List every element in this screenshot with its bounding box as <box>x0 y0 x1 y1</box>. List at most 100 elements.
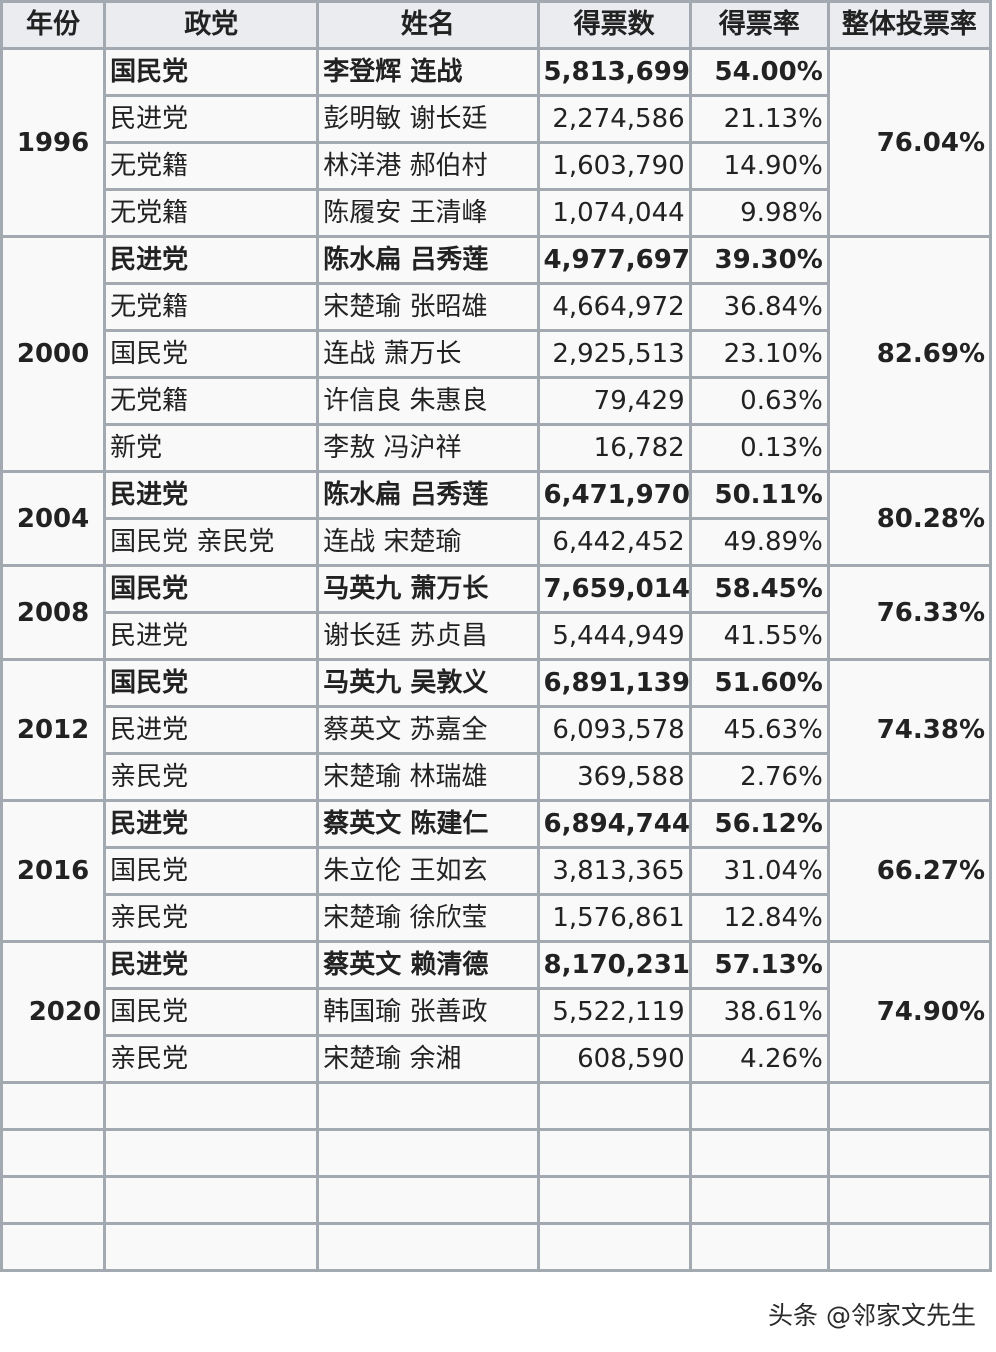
vote-share-cell: 14.90% <box>688 141 830 191</box>
table-row: 亲民党 宋楚瑜 余湘 608,590 4.26% <box>2 1034 991 1084</box>
candidate-cell: 李敖 冯沪祥 <box>316 423 540 473</box>
table-row: 国民党 亲民党 连战 宋楚瑜 6,442,452 49.89% <box>2 517 991 567</box>
table-body: 1996 国民党 李登辉 连战 5,813,699 54.00% 76.04% 民进党 彭明敏… <box>0 47 993 1272</box>
empty-row <box>0 1128 993 1178</box>
party-cell: 无党籍 <box>103 188 320 238</box>
vote-share-cell: 23.10% <box>688 329 830 379</box>
vote-share-cell: 31.04% <box>688 846 830 896</box>
year-cell: 2016 <box>0 799 107 943</box>
empty-cell <box>0 1081 107 1131</box>
vote-share-cell: 51.60% <box>688 658 830 708</box>
vote-share-cell: 57.13% <box>688 940 830 990</box>
header-vote-share[interactable]: 得票率 <box>688 0 830 50</box>
votes-cell: 5,813,699 <box>536 47 692 97</box>
turnout-cell: 76.33% <box>826 564 993 661</box>
table-row: 无党籍 陈履安 王清峰 1,074,044 9.98% <box>2 188 991 238</box>
votes-cell: 79,429 <box>536 376 692 426</box>
vote-share-cell: 12.84% <box>688 893 830 943</box>
turnout-cell: 82.69% <box>826 235 993 473</box>
table-row: 2020 民进党 蔡英文 赖清德 8,170,231 57.13% 74.90% <box>0 940 993 1084</box>
party-cell: 国民党 <box>103 846 320 896</box>
party-cell: 亲民党 <box>103 893 320 943</box>
empty-cell <box>826 1222 993 1272</box>
vote-share-cell: 56.12% <box>688 799 830 849</box>
vote-share-cell: 49.89% <box>688 517 830 567</box>
empty-cell <box>826 1175 993 1225</box>
table-header: 年份 政党 姓名 得票数 得票率 整体投票率 <box>0 0 993 50</box>
header-votes[interactable]: 得票数 <box>536 0 692 50</box>
empty-cell <box>688 1128 830 1178</box>
party-cell: 无党籍 <box>103 282 320 332</box>
empty-cell <box>536 1222 692 1272</box>
table-row: 2016 民进党 蔡英文 陈建仁 6,894,744 56.12% 66.27% <box>0 799 993 943</box>
votes-cell: 2,925,513 <box>536 329 692 379</box>
empty-cell <box>103 1081 320 1131</box>
party-cell: 民进党 <box>103 940 320 990</box>
candidate-cell: 彭明敏 谢长廷 <box>316 94 540 144</box>
table-row: 亲民党 宋楚瑜 徐欣莹 1,576,861 12.84% <box>2 893 991 943</box>
party-cell: 亲民党 <box>103 1034 320 1084</box>
empty-cell <box>0 1222 107 1272</box>
header-row: 年份 政党 姓名 得票数 得票率 整体投票率 <box>0 0 993 50</box>
votes-cell: 3,813,365 <box>536 846 692 896</box>
party-cell: 亲民党 <box>103 752 320 802</box>
empty-cell <box>0 1128 107 1178</box>
votes-cell: 1,074,044 <box>536 188 692 238</box>
candidate-cell: 宋楚瑜 徐欣莹 <box>316 893 540 943</box>
party-cell: 民进党 <box>103 705 320 755</box>
candidate-cell: 连战 宋楚瑜 <box>316 517 540 567</box>
header-turnout[interactable]: 整体投票率 <box>826 0 993 50</box>
empty-cell <box>316 1128 540 1178</box>
party-cell: 民进党 <box>103 94 320 144</box>
empty-cell <box>826 1128 993 1178</box>
votes-cell: 6,442,452 <box>536 517 692 567</box>
header-party[interactable]: 政党 <box>103 0 320 50</box>
candidate-cell: 宋楚瑜 林瑞雄 <box>316 752 540 802</box>
vote-share-cell: 41.55% <box>688 611 830 661</box>
empty-cell <box>103 1175 320 1225</box>
vote-share-cell: 4.26% <box>688 1034 830 1084</box>
turnout-cell: 76.04% <box>826 47 993 238</box>
header-year[interactable]: 年份 <box>0 0 107 50</box>
vote-share-cell: 38.61% <box>688 987 830 1037</box>
vote-share-cell: 39.30% <box>688 235 830 285</box>
empty-cell <box>316 1175 540 1225</box>
vote-share-cell: 50.11% <box>688 470 830 520</box>
empty-cell <box>0 1175 107 1225</box>
vote-share-cell: 0.13% <box>688 423 830 473</box>
header-name[interactable]: 姓名 <box>316 0 540 50</box>
empty-cell <box>316 1081 540 1131</box>
votes-cell: 6,891,139 <box>536 658 692 708</box>
votes-cell: 369,588 <box>536 752 692 802</box>
table-row: 国民党 朱立伦 王如玄 3,813,365 31.04% <box>2 846 991 896</box>
votes-cell: 6,471,970 <box>536 470 692 520</box>
candidate-cell: 马英九 萧万长 <box>316 564 540 614</box>
candidate-cell: 谢长廷 苏贞昌 <box>316 611 540 661</box>
table-row: 亲民党 宋楚瑜 林瑞雄 369,588 2.76% <box>2 752 991 802</box>
table-row: 国民党 连战 萧万长 2,925,513 23.10% <box>2 329 991 379</box>
vote-share-cell: 45.63% <box>688 705 830 755</box>
empty-cell <box>826 1081 993 1131</box>
year-cell: 2020 <box>0 940 107 1084</box>
vote-share-cell: 54.00% <box>688 47 830 97</box>
empty-cell <box>536 1081 692 1131</box>
table-row: 2004 民进党 陈水扁 吕秀莲 6,471,970 50.11% 80.28% <box>0 470 993 567</box>
empty-row <box>0 1222 993 1272</box>
empty-cell <box>103 1128 320 1178</box>
empty-cell <box>536 1175 692 1225</box>
votes-cell: 4,977,697 <box>536 235 692 285</box>
candidate-cell: 连战 萧万长 <box>316 329 540 379</box>
vote-share-cell: 0.63% <box>688 376 830 426</box>
empty-cell <box>688 1222 830 1272</box>
empty-cell <box>316 1222 540 1272</box>
empty-cell <box>688 1081 830 1131</box>
candidate-cell: 韩国瑜 张善政 <box>316 987 540 1037</box>
candidate-cell: 马英九 吴敦义 <box>316 658 540 708</box>
year-cell: 1996 <box>0 47 107 238</box>
table-row: 1996 国民党 李登辉 连战 5,813,699 54.00% 76.04% <box>0 47 993 238</box>
year-cell: 2000 <box>0 235 107 473</box>
votes-cell: 1,576,861 <box>536 893 692 943</box>
table-row: 民进党 彭明敏 谢长廷 2,274,586 21.13% <box>2 94 991 144</box>
votes-cell: 4,664,972 <box>536 282 692 332</box>
party-cell: 国民党 <box>103 329 320 379</box>
